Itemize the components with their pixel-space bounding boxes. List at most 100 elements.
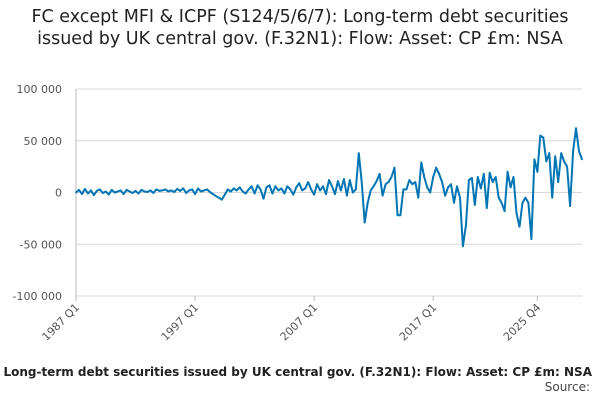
data-point <box>140 189 143 191</box>
data-point <box>209 191 211 193</box>
data-point <box>491 181 494 184</box>
data-point <box>170 189 173 192</box>
data-point <box>482 172 485 175</box>
data-point <box>134 190 137 192</box>
data-point <box>506 170 509 173</box>
data-point <box>84 187 86 190</box>
data-point <box>470 177 473 179</box>
data-point <box>191 188 193 191</box>
data-point <box>131 192 134 194</box>
data-point <box>548 152 551 155</box>
data-point <box>417 196 420 199</box>
data-point <box>179 190 182 192</box>
data-point <box>453 201 455 204</box>
data-point <box>563 160 566 163</box>
data-point <box>292 193 295 196</box>
data-point <box>435 166 438 169</box>
data-point <box>438 172 441 175</box>
data-point <box>244 192 247 195</box>
data-point <box>533 158 536 161</box>
data-point <box>342 178 345 180</box>
data-point <box>152 192 155 194</box>
x-tick-label: 2017 Q1 <box>397 301 440 344</box>
data-point <box>259 188 262 191</box>
series-footer-text: FC except MFI & ICPF (S124/5/6/7): Long-… <box>0 365 592 379</box>
data-point <box>351 191 354 194</box>
data-point <box>274 185 277 188</box>
data-point <box>256 184 259 187</box>
data-point <box>360 181 363 184</box>
data-point <box>304 187 307 190</box>
data-point <box>194 193 196 195</box>
y-tick-label: 50 000 <box>24 135 63 148</box>
data-point <box>521 201 524 204</box>
data-point <box>420 161 423 164</box>
data-point <box>87 192 89 195</box>
data-point <box>155 188 158 191</box>
data-point <box>217 196 220 199</box>
data-point <box>509 186 512 189</box>
data-point <box>497 196 500 199</box>
data-point <box>500 201 503 204</box>
data-point <box>101 192 104 194</box>
data-point <box>280 187 283 190</box>
data-point <box>337 180 339 183</box>
data-point <box>173 191 176 193</box>
x-tick-label: 1987 Q1 <box>40 301 83 344</box>
data-point <box>265 186 268 189</box>
data-point <box>286 185 289 188</box>
data-point <box>188 189 191 192</box>
data-point <box>116 190 119 193</box>
data-point <box>158 190 161 192</box>
data-point <box>524 196 527 199</box>
data-point <box>518 225 521 228</box>
data-point <box>182 187 185 190</box>
data-point <box>214 195 217 198</box>
data-point <box>536 170 539 173</box>
data-point <box>575 127 577 130</box>
data-point <box>146 191 149 193</box>
data-point <box>238 186 241 189</box>
data-point <box>122 193 125 195</box>
data-point <box>277 189 280 192</box>
data-point <box>429 191 432 194</box>
data-point <box>485 207 488 209</box>
data-point <box>295 186 298 189</box>
data-point <box>459 196 461 199</box>
data-point <box>161 189 164 192</box>
data-point <box>560 152 563 155</box>
data-point <box>447 186 449 189</box>
data-point <box>75 191 77 194</box>
x-tick-label: 2007 Q1 <box>278 301 321 344</box>
data-point <box>375 180 378 183</box>
data-point <box>110 189 113 191</box>
data-point <box>348 179 351 181</box>
data-point <box>247 188 250 191</box>
data-point <box>176 187 179 190</box>
data-point <box>545 160 548 163</box>
data-point <box>572 150 574 153</box>
data-point <box>542 136 545 139</box>
data-point <box>203 189 205 192</box>
data-point <box>119 189 122 192</box>
data-point <box>363 221 366 224</box>
data-point <box>569 205 571 207</box>
data-point <box>515 212 518 215</box>
data-point <box>390 176 393 178</box>
data-point <box>462 245 464 248</box>
data-point <box>226 188 229 191</box>
data-point <box>381 194 384 197</box>
data-point <box>372 185 375 188</box>
data-point <box>456 185 458 188</box>
y-tick-label: 100 000 <box>17 83 63 96</box>
source-label: Source: <box>544 380 590 394</box>
data-point <box>369 189 372 192</box>
data-point <box>426 186 429 189</box>
data-point <box>322 185 324 188</box>
data-point <box>345 194 348 197</box>
series-path <box>75 127 583 248</box>
data-point <box>488 171 491 174</box>
data-point <box>262 197 265 200</box>
data-point <box>551 196 554 199</box>
data-point <box>235 189 238 192</box>
